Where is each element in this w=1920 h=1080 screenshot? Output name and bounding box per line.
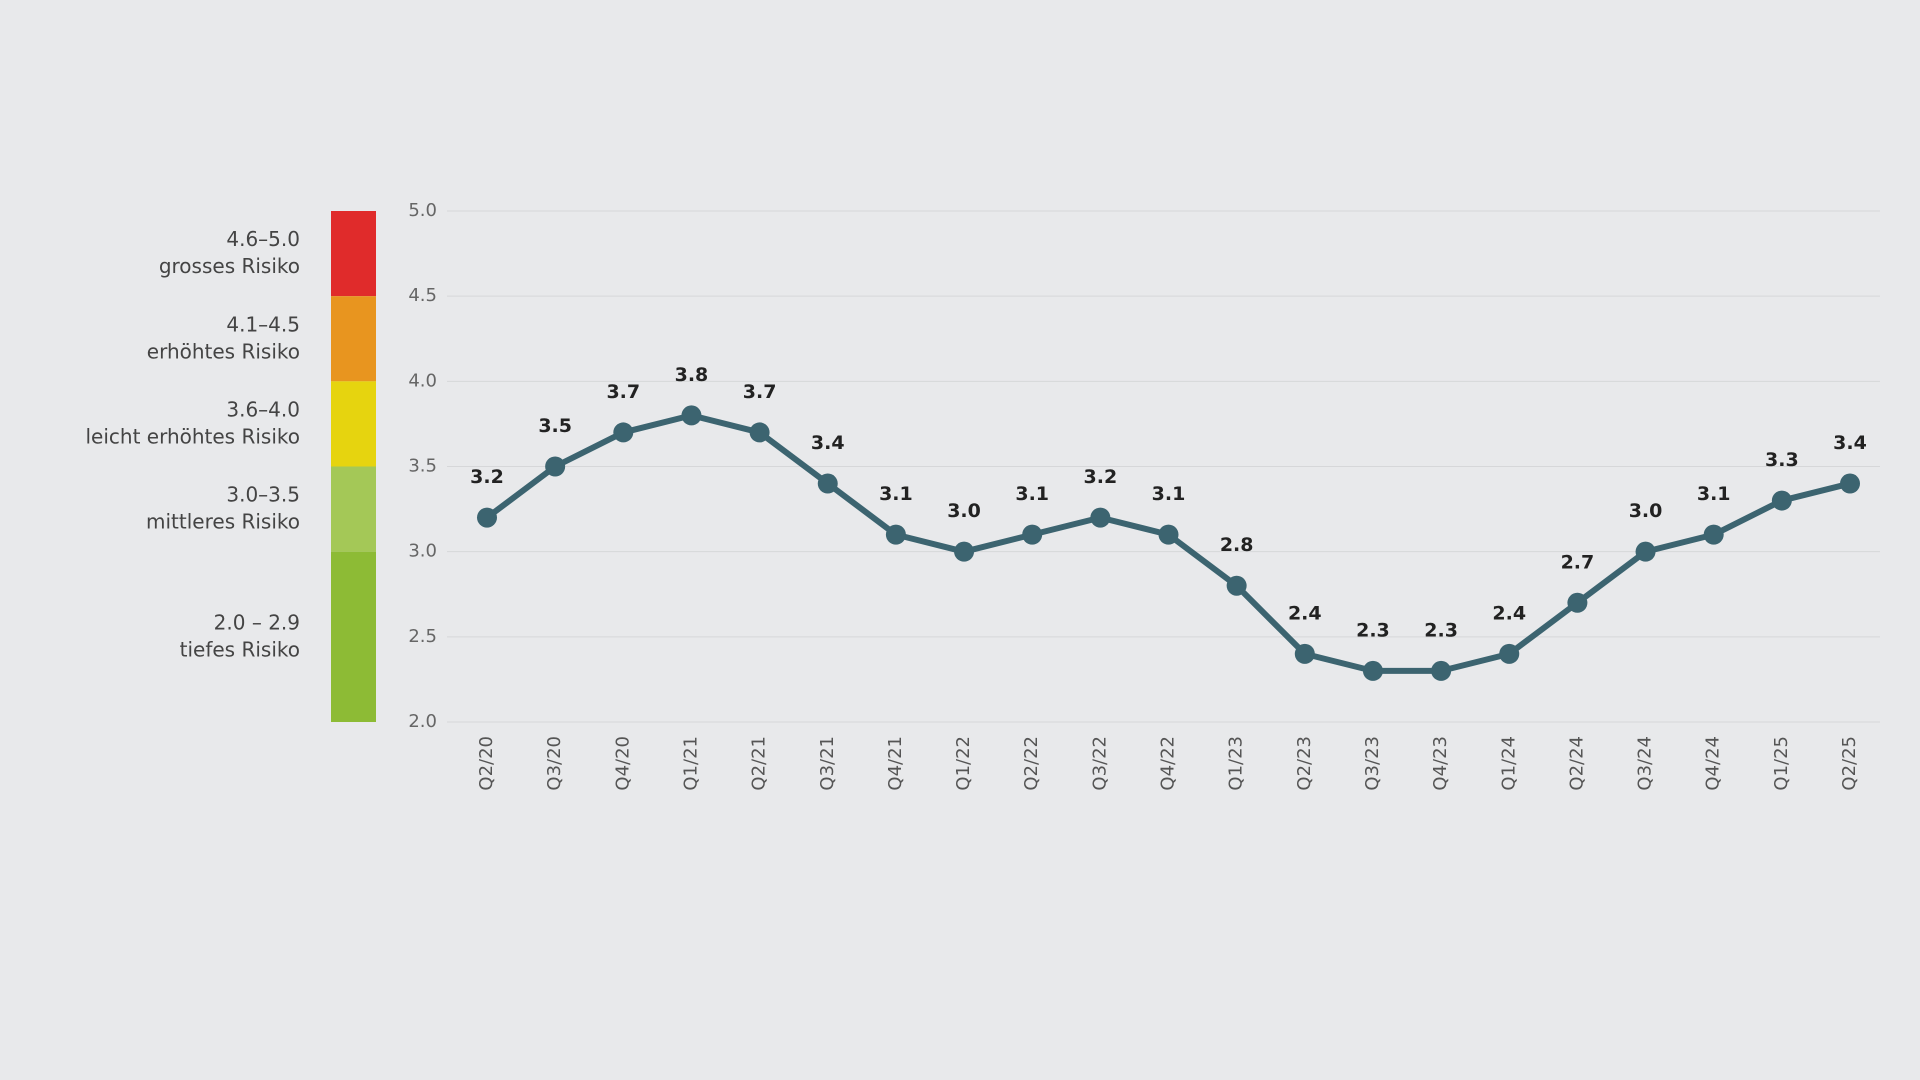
- data-label: 3.1: [1152, 483, 1186, 505]
- data-point: [1158, 524, 1179, 545]
- x-tick-label: Q2/24: [1566, 736, 1587, 791]
- x-tick-label: Q3/20: [544, 736, 565, 791]
- x-tick-label: Q3/23: [1362, 736, 1383, 791]
- data-point: [1635, 541, 1656, 562]
- data-label: 3.1: [879, 483, 913, 505]
- data-point: [1362, 660, 1383, 681]
- x-tick-label: Q3/24: [1635, 736, 1656, 791]
- x-tick-label: Q3/21: [817, 736, 838, 791]
- data-label: 3.2: [470, 466, 504, 488]
- data-label: 3.0: [947, 500, 981, 522]
- x-tick-label: Q2/23: [1294, 736, 1315, 791]
- risk-range: 3.6–4.0: [226, 397, 300, 421]
- data-label: 2.3: [1356, 619, 1390, 641]
- x-tick-label: Q1/21: [680, 736, 701, 791]
- data-point: [749, 422, 770, 443]
- risk-label: erhöhtes Risiko: [147, 339, 300, 363]
- x-tick-label: Q2/22: [1021, 736, 1042, 791]
- y-tick-label: 3.0: [408, 541, 437, 562]
- risk-label: mittleres Risiko: [146, 510, 300, 534]
- data-label: 3.0: [1629, 500, 1663, 522]
- data-label: 3.3: [1765, 449, 1799, 471]
- data-label: 3.7: [743, 381, 777, 403]
- data-label: 2.3: [1424, 619, 1458, 641]
- x-tick-label: Q1/25: [1771, 736, 1792, 791]
- x-tick-label: Q2/25: [1839, 736, 1860, 791]
- data-point: [477, 507, 497, 528]
- x-tick-label: Q2/20: [476, 736, 497, 791]
- data-point: [1431, 660, 1452, 681]
- data-point: [1090, 507, 1111, 528]
- risk-label: grosses Risiko: [159, 254, 300, 278]
- x-tick-label: Q1/22: [953, 736, 974, 791]
- x-tick-label: Q1/24: [1498, 736, 1519, 791]
- data-point: [1703, 524, 1724, 545]
- data-point: [1294, 643, 1315, 664]
- x-tick-label: Q4/21: [885, 736, 906, 791]
- risk-label: leicht erhöhtes Risiko: [85, 424, 300, 448]
- risk-band: [331, 296, 376, 382]
- x-tick-label: Q4/22: [1158, 736, 1179, 791]
- data-point: [681, 405, 702, 426]
- y-tick-label: 4.0: [408, 370, 437, 391]
- data-point: [1022, 524, 1043, 545]
- y-tick-label: 4.5: [408, 285, 437, 306]
- y-tick-label: 2.0: [408, 711, 437, 732]
- data-point: [954, 541, 975, 562]
- data-label: 2.4: [1288, 602, 1322, 624]
- x-tick-label: Q4/20: [612, 736, 633, 791]
- x-tick-label: Q1/23: [1226, 736, 1247, 791]
- data-point: [885, 524, 906, 545]
- data-point: [1499, 643, 1520, 664]
- data-point: [1226, 575, 1247, 596]
- data-point: [613, 422, 634, 443]
- y-tick-label: 2.5: [408, 626, 437, 647]
- y-tick-label: 5.0: [408, 200, 437, 221]
- data-label: 3.1: [1697, 483, 1731, 505]
- x-tick-label: Q4/23: [1430, 736, 1451, 791]
- data-point: [1567, 592, 1588, 613]
- data-label: 3.5: [538, 415, 572, 437]
- risk-label: tiefes Risiko: [180, 637, 300, 661]
- x-tick-label: Q2/21: [749, 736, 770, 791]
- data-label: 3.7: [606, 381, 640, 403]
- risk-band: [331, 551, 376, 722]
- risk-band: [331, 211, 376, 297]
- risk-range: 4.1–4.5: [226, 312, 300, 336]
- risk-band: [331, 466, 376, 552]
- data-point: [545, 456, 566, 477]
- data-point: [1771, 490, 1792, 511]
- data-label: 2.7: [1561, 551, 1595, 573]
- data-label: 2.4: [1492, 602, 1526, 624]
- y-tick-label: 3.5: [408, 456, 437, 477]
- data-label: 2.8: [1220, 534, 1254, 556]
- risk-range: 3.0–3.5: [226, 483, 300, 507]
- risk-band: [331, 381, 376, 467]
- data-label: 3.4: [1833, 432, 1867, 454]
- data-label: 3.2: [1084, 466, 1118, 488]
- x-tick-label: Q4/24: [1703, 736, 1724, 791]
- data-label: 3.1: [1015, 483, 1049, 505]
- data-label: 3.4: [811, 432, 845, 454]
- x-tick-label: Q3/22: [1089, 736, 1110, 791]
- risk-range: 2.0 – 2.9: [214, 610, 300, 634]
- data-point: [817, 473, 838, 494]
- data-label: 3.8: [675, 364, 709, 386]
- data-point: [1840, 473, 1860, 494]
- risk-range: 4.6–5.0: [226, 227, 300, 251]
